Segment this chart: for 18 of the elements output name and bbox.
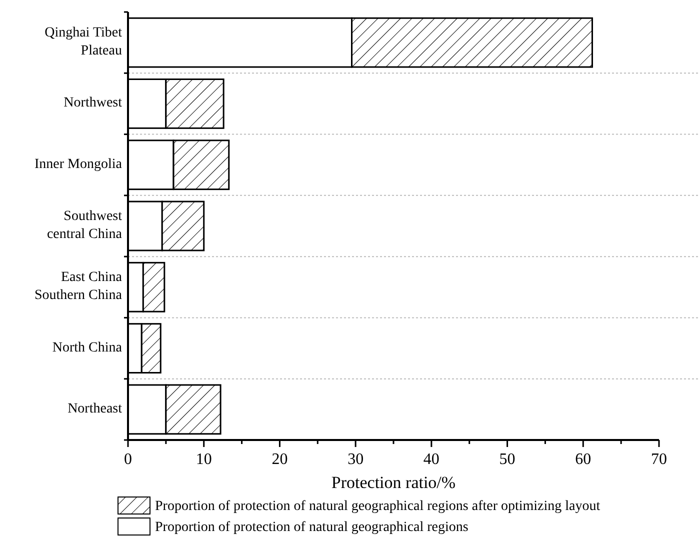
y-tick-label: Inner Mongolia — [34, 157, 123, 172]
y-tick-label: East China Southern China — [34, 270, 123, 304]
y-tick-label: Northeast — [68, 402, 122, 417]
x-tick-label: 70 — [651, 451, 667, 468]
legend-label: Proportion of protection of natural geographical regions after optimizing layout — [155, 499, 600, 514]
x-tick-label: 30 — [348, 451, 364, 468]
x-axis-title: Protection ratio/% — [331, 473, 456, 492]
x-tick-label: 20 — [272, 451, 288, 468]
y-tick-label: Northwest — [64, 96, 122, 111]
x-tick-label: 10 — [196, 451, 212, 468]
y-tick-label: Southwest central China — [46, 209, 123, 242]
y-tick-label: Qinghai Tibet Plateau — [44, 26, 122, 59]
x-tick-label: 40 — [423, 451, 440, 468]
legend-label: Proportion of protection of natural geographical regions — [155, 520, 468, 535]
y-tick-label: North China — [52, 340, 123, 356]
x-tick-label: 50 — [499, 451, 516, 468]
x-tick-label: 0 — [124, 451, 132, 468]
x-tick-label: 60 — [575, 451, 592, 468]
